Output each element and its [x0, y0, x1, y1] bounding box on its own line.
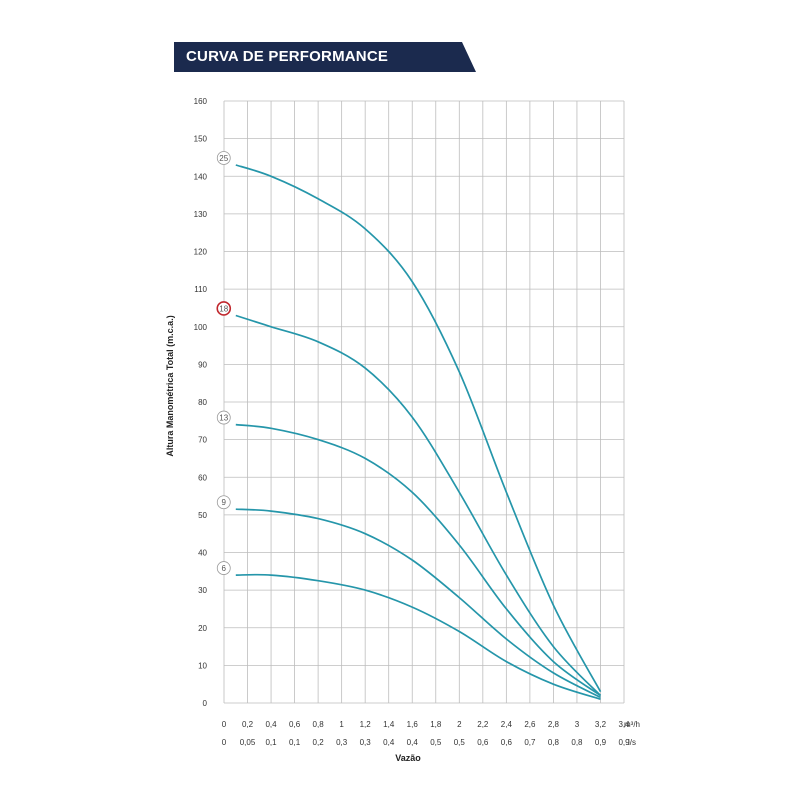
- x-tick-label-m3h: 2,4: [501, 720, 513, 729]
- x-tick-label-ls: 0,3: [336, 738, 348, 747]
- page-title: CURVA DE PERFORMANCE: [186, 48, 389, 65]
- y-tick-label: 10: [198, 661, 207, 670]
- y-tick-label: 80: [198, 398, 207, 407]
- x-tick-label-m3h: 1,2: [360, 720, 372, 729]
- x-tick-label-ls: 0,9: [618, 738, 630, 747]
- header-banner: CURVA DE PERFORMANCE: [174, 42, 476, 72]
- x-tick-label-m3h: 0: [222, 720, 227, 729]
- x-tick-label-ls: 0,1: [265, 738, 277, 747]
- x-tick-label-ls: 0,6: [501, 738, 513, 747]
- x-tick-label-ls: 0,2: [313, 738, 325, 747]
- x-tick-label-m3h: 1: [339, 720, 344, 729]
- curve-25: [235, 164, 602, 693]
- curve-18: [235, 314, 602, 697]
- curve-labels: 25 18 13 9 6: [216, 151, 232, 575]
- y-tick-label: 100: [194, 323, 208, 332]
- x-tick-label-m3h: 1,4: [383, 720, 395, 729]
- curve-label-circle-9: [216, 495, 231, 510]
- x-tick-label-m3h: 1,6: [407, 720, 419, 729]
- y-tick-label: 30: [198, 586, 207, 595]
- x-tick-label-ls: 0,1: [289, 738, 301, 747]
- x-tick-label-ls: 0,4: [407, 738, 419, 747]
- y-tick-label: 140: [194, 172, 208, 181]
- x-tick-label-ls: 0,05: [240, 738, 256, 747]
- y-tick-label: 0: [203, 699, 208, 708]
- x-tick-label-m3h: 3,4: [618, 720, 630, 729]
- curve-label-circle-25: [216, 151, 231, 165]
- y-tick-label: 40: [198, 549, 207, 558]
- x-tick-label-ls: 0,5: [454, 738, 466, 747]
- banner-shape: [174, 42, 476, 72]
- x-tick-label-ls: 0,4: [383, 738, 395, 747]
- y-tick-label: 50: [198, 511, 207, 520]
- x-tick-label-m3h: 0,6: [289, 720, 301, 729]
- curve-label-13: 13: [219, 414, 228, 423]
- curve-13: [235, 423, 601, 697]
- y-tick-label: 150: [194, 135, 208, 144]
- y-axis-ticks: 0 10 20 30 40 50 60 70 80 90 100 110 120 130 140 150 160: [194, 97, 208, 708]
- curve-label-25: 25: [219, 154, 228, 163]
- x-tick-label-m3h: 1,8: [430, 720, 442, 729]
- x-tick-label-ls: 0,3: [360, 738, 372, 747]
- y-tick-label: 130: [194, 210, 208, 219]
- x-tick-label-ls: 0: [222, 738, 227, 747]
- chart-curves: [235, 164, 602, 701]
- x-tick-label-ls: 0,8: [548, 738, 560, 747]
- x-tick-label-ls: 0,7: [524, 738, 536, 747]
- curve-label-circle-18: [216, 301, 232, 316]
- curve-6: [235, 573, 601, 701]
- x-tick-label-m3h: 0,2: [242, 720, 254, 729]
- x-tick-label-ls: 0,6: [477, 738, 489, 747]
- y-tick-label: 160: [194, 97, 208, 106]
- curve-label-circle-6: [216, 561, 231, 575]
- curve-9: [235, 508, 601, 699]
- x-tick-label-m3h: 2: [457, 720, 462, 729]
- x-tick-label-m3h: 3: [575, 720, 580, 729]
- y-tick-label: 120: [194, 248, 208, 257]
- x-tick-label-m3h: 0,4: [265, 720, 277, 729]
- curve-label-6: 6: [222, 564, 227, 573]
- x-tick-label-m3h: 2,8: [548, 720, 560, 729]
- y-tick-label: 110: [194, 285, 207, 294]
- curve-label-18: 18: [219, 304, 228, 313]
- curve-label-9: 9: [222, 498, 227, 507]
- y-tick-label: 20: [198, 624, 207, 633]
- x-unit-m3h: m³/h: [624, 720, 640, 729]
- y-tick-label: 90: [198, 360, 207, 369]
- x-unit-ls: l/s: [628, 738, 636, 747]
- x-tick-label-ls: 0,9: [595, 738, 607, 747]
- x-tick-label-m3h: 3,2: [595, 720, 607, 729]
- x-tick-label-m3h: 2,6: [524, 720, 536, 729]
- y-axis-title: Altura Manométrica Total (m.c.a.): [165, 315, 175, 456]
- y-tick-label: 70: [198, 436, 207, 445]
- x-axis-ticks: 0 0 0,2 0,05 0,4 0,1 0,6 0,1 0,8 0,2 1 0,3 1,2 0,3 1,4…: [222, 720, 640, 747]
- x-tick-label-ls: 0,8: [571, 738, 583, 747]
- x-tick-label-m3h: 2,2: [477, 720, 489, 729]
- curve-label-circle-13: [216, 410, 231, 425]
- x-tick-label-m3h: 0,8: [313, 720, 325, 729]
- x-axis-title: Vazão: [395, 753, 421, 763]
- x-tick-label-ls: 0,5: [430, 738, 442, 747]
- y-tick-label: 60: [198, 473, 207, 482]
